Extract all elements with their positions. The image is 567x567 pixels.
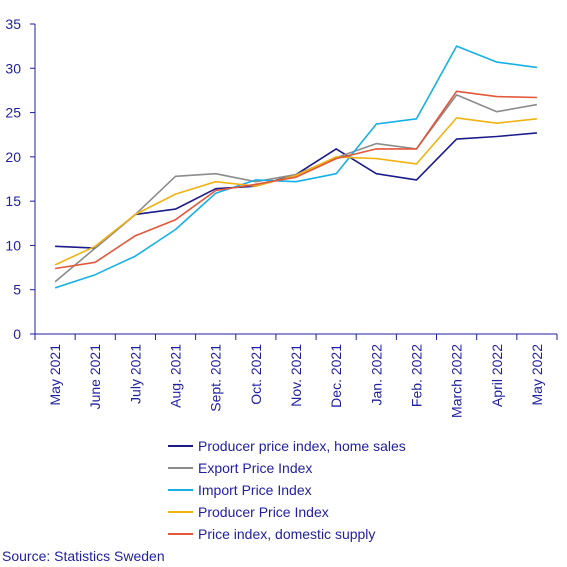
- x-tick-label: March 2022: [449, 344, 465, 418]
- series-line: [54, 90, 537, 270]
- x-tick-label: May 2021: [47, 344, 63, 406]
- series-line: [55, 132, 537, 249]
- x-tick-label: Jan. 2022: [368, 344, 384, 406]
- y-tick-label: 20: [5, 149, 21, 165]
- x-tick-label: May 2022: [529, 344, 545, 406]
- x-tick-label: Feb. 2022: [408, 344, 424, 407]
- y-tick-label: 10: [5, 237, 21, 253]
- series-line: [54, 45, 538, 289]
- x-axis-ticks: May 2021 June 2021 July 2021 Aug. 2021 Sept.…: [34, 334, 558, 418]
- x-tick-label: June 2021: [87, 344, 103, 410]
- x-tick-label: Dec. 2021: [328, 344, 344, 408]
- y-tick-label: 35: [5, 16, 21, 32]
- x-tick-label: July 2021: [127, 344, 143, 404]
- x-tick-label: Aug. 2021: [168, 344, 184, 408]
- legend-label: Producer price index, home sales: [198, 438, 406, 454]
- series-line: [54, 117, 537, 266]
- legend: Producer price index, home sales Export P…: [168, 438, 406, 542]
- series-line: [54, 94, 538, 283]
- legend-label: Export Price Index: [198, 460, 312, 476]
- source-note: Source: Statistics Sweden: [2, 548, 165, 564]
- y-tick-label: 0: [13, 326, 21, 342]
- y-tick-label: 30: [5, 60, 21, 76]
- series-layer: [54, 45, 538, 289]
- legend-label: Price index, domestic supply: [198, 526, 375, 542]
- legend-label: Producer Price Index: [198, 504, 329, 520]
- x-tick-label: Oct. 2021: [248, 344, 264, 405]
- legend-label: Import Price Index: [198, 482, 312, 498]
- y-tick-label: 25: [5, 105, 21, 121]
- x-tick-label: Sept. 2021: [208, 344, 224, 412]
- y-axis-ticks: 0 5 10 15 20 25 30 35: [5, 16, 35, 342]
- x-tick-label: Nov. 2021: [288, 344, 304, 407]
- y-tick-label: 5: [13, 282, 21, 298]
- x-tick-label: April 2022: [489, 344, 505, 407]
- y-tick-label: 15: [5, 193, 21, 209]
